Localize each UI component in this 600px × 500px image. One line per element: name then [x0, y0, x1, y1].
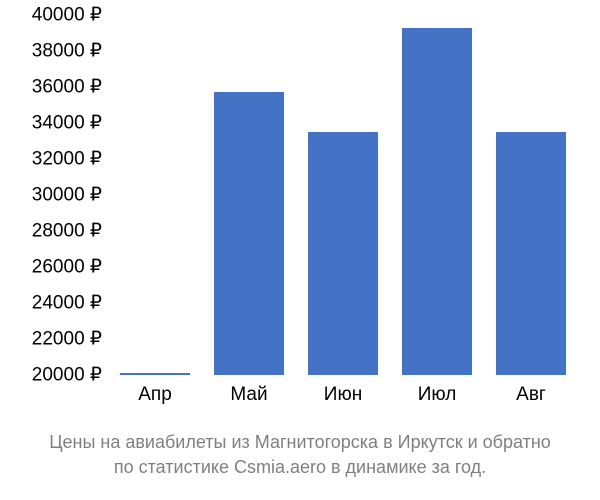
chart-caption: Цены на авиабилеты из Магнитогорска в Ир…	[0, 430, 600, 480]
y-axis: 20000 ₽ 22000 ₽ 24000 ₽ 26000 ₽ 28000 ₽ 30000…	[0, 0, 110, 390]
bar	[496, 132, 566, 375]
y-tick-label: 30000 ₽	[32, 184, 102, 207]
y-tick-label: 38000 ₽	[32, 40, 102, 63]
x-axis: Апр Май Июн Июл Авг	[110, 380, 580, 410]
x-tick-label: Июн	[324, 384, 362, 406]
x-tick-label: Май	[230, 384, 267, 406]
caption-line-2: по статистике Csmia.aero в динамике за г…	[0, 455, 600, 480]
caption-line-1: Цены на авиабилеты из Магнитогорска в Ир…	[0, 430, 600, 455]
plot-area	[110, 15, 580, 375]
y-tick-label: 24000 ₽	[32, 292, 102, 315]
y-tick-label: 34000 ₽	[32, 112, 102, 135]
y-tick-label: 40000 ₽	[32, 4, 102, 27]
y-tick-label: 36000 ₽	[32, 76, 102, 99]
bar	[120, 373, 190, 375]
y-tick-label: 32000 ₽	[32, 148, 102, 171]
y-tick-label: 28000 ₽	[32, 220, 102, 243]
bar	[308, 132, 378, 375]
bar	[214, 92, 284, 375]
price-bar-chart: 20000 ₽ 22000 ₽ 24000 ₽ 26000 ₽ 28000 ₽ 30000…	[0, 0, 600, 420]
y-tick-label: 20000 ₽	[32, 364, 102, 387]
y-tick-label: 26000 ₽	[32, 256, 102, 279]
x-tick-label: Авг	[516, 384, 546, 406]
y-tick-label: 22000 ₽	[32, 328, 102, 351]
x-tick-label: Апр	[138, 384, 172, 406]
bar	[402, 28, 472, 375]
x-tick-label: Июл	[418, 384, 457, 406]
